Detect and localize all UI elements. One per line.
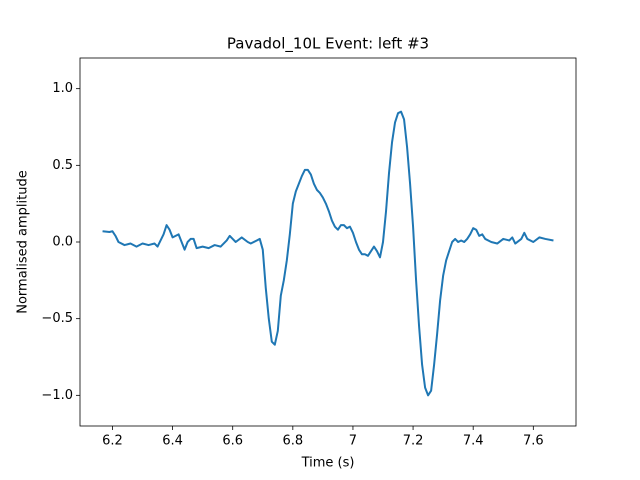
y-tick-label: 1.0 [52, 81, 73, 96]
chart-title: Pavadol_10L Event: left #3 [227, 35, 429, 54]
x-tick-label: 7.6 [523, 434, 544, 449]
x-tick-label: 7.2 [403, 434, 424, 449]
x-tick-label: 7 [349, 434, 357, 449]
x-tick-label: 6.4 [162, 434, 183, 449]
x-axis-label: Time (s) [301, 456, 355, 471]
y-tick-label: 0.0 [52, 235, 73, 250]
plot-frame [79, 57, 577, 427]
y-tick-label: −0.5 [41, 311, 73, 326]
x-tick-label: 6.6 [222, 434, 243, 449]
y-tick-label: −1.0 [41, 388, 73, 403]
y-axis-label: Normalised amplitude [16, 170, 31, 314]
x-tick-label: 7.4 [463, 434, 484, 449]
x-tick-label: 6.8 [282, 434, 303, 449]
x-tick-label: 6.2 [102, 434, 123, 449]
line [102, 110, 554, 397]
y-tick-label: 0.5 [52, 158, 73, 173]
